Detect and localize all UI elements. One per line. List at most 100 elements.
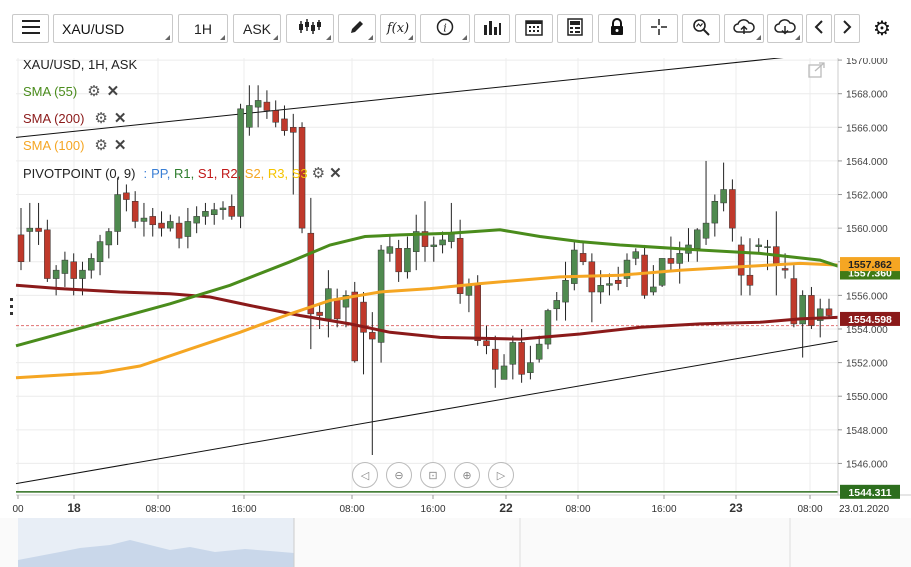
candle-body bbox=[755, 244, 762, 247]
hamburger-icon bbox=[21, 20, 40, 37]
nav-right-button[interactable]: ▷ bbox=[488, 462, 514, 488]
indicators-button[interactable] bbox=[474, 14, 510, 43]
resize-handle[interactable] bbox=[10, 298, 14, 316]
close-icon[interactable]: ✕ bbox=[106, 83, 120, 100]
gear-icon[interactable]: ⚙ bbox=[311, 165, 326, 182]
zoom-button[interactable] bbox=[682, 14, 720, 43]
pivot-level-r1: R1, bbox=[173, 165, 198, 181]
gear-icon[interactable]: ⚙ bbox=[87, 83, 101, 100]
candle-body bbox=[325, 288, 332, 320]
price-tick-label: 1546.000 bbox=[846, 459, 888, 470]
price-tick-label: 1552.000 bbox=[846, 359, 888, 370]
reset-zoom-button[interactable]: ⊡ bbox=[420, 462, 446, 488]
price-tick-label: 1560.000 bbox=[846, 224, 888, 235]
triangle-left-icon: ◁ bbox=[360, 469, 370, 482]
candle-body bbox=[140, 217, 148, 222]
sma200-line bbox=[15, 283, 841, 341]
candle-type-button[interactable] bbox=[286, 14, 334, 43]
download-button[interactable] bbox=[767, 14, 803, 43]
candle-body bbox=[456, 237, 464, 294]
navigator-area bbox=[18, 540, 294, 567]
legend-sma100[interactable]: SMA (100) ⚙ ✕ bbox=[23, 136, 126, 154]
legend-sma200[interactable]: SMA (200) ⚙ ✕ bbox=[23, 109, 126, 127]
time-tick-label: 23 bbox=[729, 501, 743, 515]
time-tick-label: 22 bbox=[499, 501, 513, 515]
candle-body bbox=[439, 239, 446, 246]
draw-button[interactable] bbox=[338, 14, 376, 43]
menu-button[interactable] bbox=[12, 14, 49, 43]
pivot-levels: PP, R1, S1, R2, S2, R3, S3 bbox=[151, 166, 308, 181]
candle-body bbox=[412, 231, 420, 252]
close-icon[interactable]: ✕ bbox=[113, 110, 127, 127]
legend-pivotpoint[interactable]: PIVOTPOINT (0, 9) : PP, R1, S1, R2, S2, … bbox=[23, 164, 342, 182]
nav-left-button[interactable]: ◁ bbox=[352, 462, 378, 488]
zoom-out-button[interactable]: ⊖ bbox=[386, 462, 412, 488]
zoom-in-button[interactable]: ⊕ bbox=[454, 462, 480, 488]
fit-icon: ⊡ bbox=[428, 469, 438, 482]
scroll-left-button[interactable] bbox=[806, 14, 832, 43]
candle-body bbox=[421, 231, 429, 247]
sma100-label: SMA (100) bbox=[23, 137, 85, 153]
symbol-select[interactable]: XAU/USD bbox=[53, 14, 173, 43]
sma100-price-tag: 1557.862 bbox=[848, 259, 892, 271]
candle-body bbox=[535, 343, 543, 360]
candle-body bbox=[737, 244, 745, 276]
candle-body bbox=[149, 216, 156, 226]
candle-body bbox=[333, 298, 341, 320]
candle-body bbox=[825, 308, 833, 316]
trendlines bbox=[15, 49, 841, 493]
candle-body bbox=[88, 258, 95, 271]
gear-icon[interactable]: ⚙ bbox=[94, 137, 108, 154]
candle-body bbox=[237, 108, 244, 217]
time-tick-label: 08:00 bbox=[797, 504, 822, 515]
scroll-right-button[interactable] bbox=[834, 14, 860, 43]
info-button[interactable]: i bbox=[420, 14, 470, 43]
candle-body bbox=[799, 295, 806, 325]
candle-body bbox=[26, 227, 34, 232]
timeframe-select[interactable]: 1H bbox=[178, 14, 228, 43]
price-tick-label: 1570.000 bbox=[846, 56, 888, 67]
candle-body bbox=[816, 308, 824, 321]
time-tick-label: 16:00 bbox=[651, 504, 676, 515]
calendar-icon bbox=[525, 18, 543, 39]
end-date-label: 23.01.2020 bbox=[839, 504, 889, 515]
function-button[interactable]: f(x) bbox=[380, 14, 416, 43]
close-icon[interactable]: ✕ bbox=[329, 165, 342, 182]
time-axis-bg bbox=[0, 495, 911, 517]
timeframe-label: 1H bbox=[194, 20, 212, 37]
info-icon: i bbox=[436, 18, 454, 39]
candle-body bbox=[219, 207, 227, 210]
candle-body bbox=[44, 229, 51, 279]
sma55-label: SMA (55) bbox=[23, 83, 78, 99]
pivot-level-pp: PP, bbox=[151, 165, 174, 181]
calendar-button[interactable] bbox=[515, 14, 553, 43]
candle-body bbox=[131, 201, 139, 222]
lock-button[interactable] bbox=[598, 14, 636, 43]
navigator-panel bbox=[0, 518, 911, 567]
crosshair-button[interactable] bbox=[640, 14, 678, 43]
close-icon[interactable]: ✕ bbox=[113, 137, 127, 154]
settings-button[interactable]: ⚙ bbox=[866, 14, 898, 43]
candle-body bbox=[623, 259, 631, 279]
sma100-line bbox=[15, 261, 841, 380]
legend-instrument: XAU/USD, 1H, ASK bbox=[23, 57, 137, 72]
price-tick-label: 1556.000 bbox=[846, 291, 888, 302]
upload-button[interactable] bbox=[724, 14, 764, 43]
candle-body bbox=[632, 251, 640, 259]
candle-body bbox=[298, 127, 306, 229]
legend-sma55[interactable]: SMA (55) ⚙ ✕ bbox=[23, 82, 119, 100]
toolbar: XAU/USD 1H ASK f(x) i bbox=[0, 0, 911, 58]
time-axis: 00 18 08:00 16:00 08:00 16:00 22 08:00 16:00 23 08… bbox=[0, 494, 911, 517]
candle-body bbox=[386, 246, 394, 254]
candle-body bbox=[465, 285, 473, 296]
calculator-icon bbox=[567, 18, 583, 39]
candle-body bbox=[667, 258, 675, 264]
price-type-select[interactable]: ASK bbox=[233, 14, 281, 43]
expand-icon[interactable] bbox=[808, 62, 826, 78]
gear-icon[interactable]: ⚙ bbox=[94, 110, 108, 127]
lock-icon bbox=[609, 18, 625, 39]
calculator-button[interactable] bbox=[557, 14, 593, 43]
candle-body bbox=[808, 295, 815, 326]
candle-body bbox=[474, 285, 481, 341]
